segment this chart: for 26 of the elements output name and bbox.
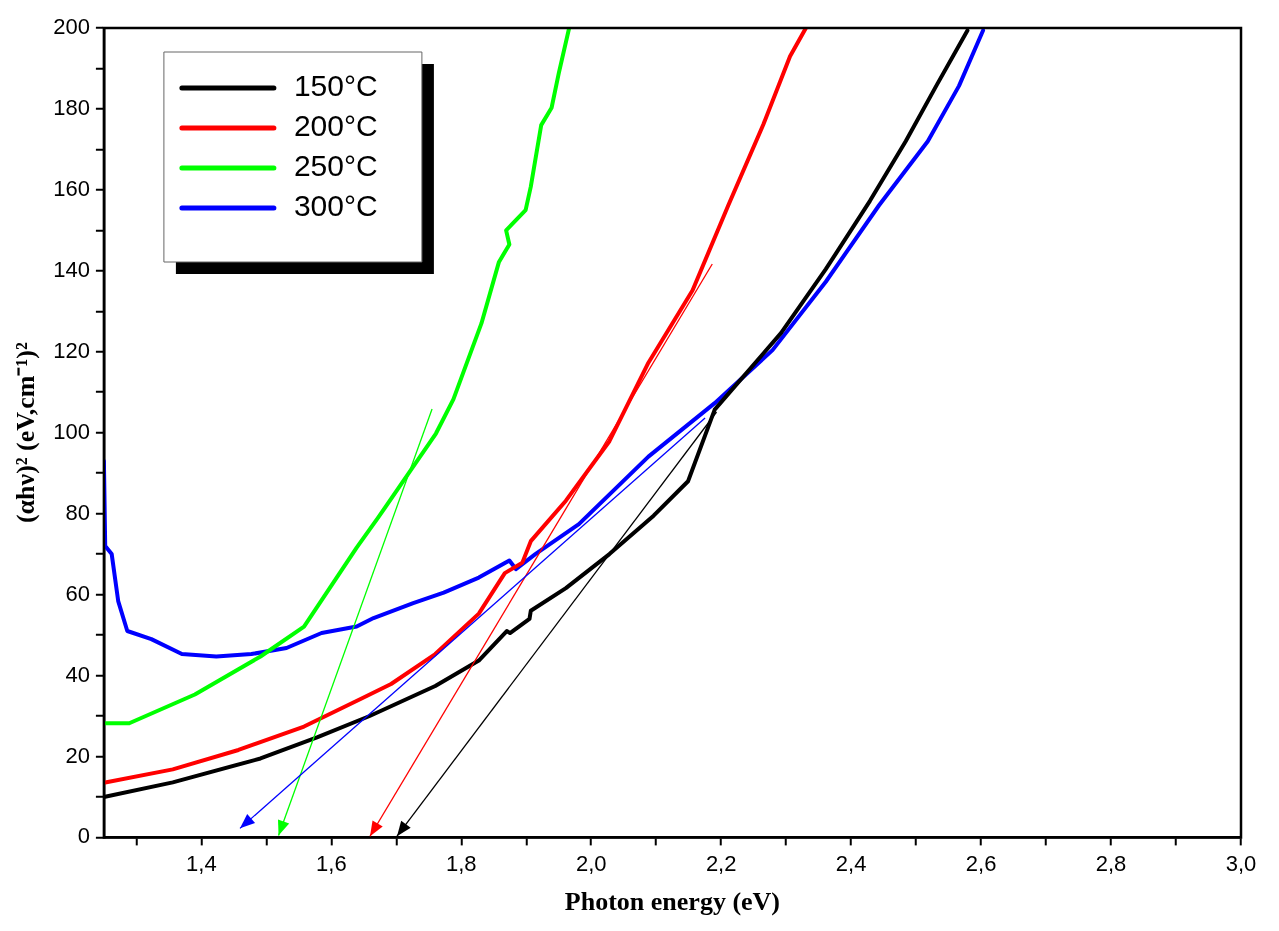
y-tick-label: 60 (65, 580, 90, 606)
x-tick-label: 2,6 (965, 850, 997, 876)
y-tick-label: 180 (53, 95, 90, 120)
y-tick-label: 160 (53, 175, 90, 201)
y-tick-label: 20 (65, 742, 90, 768)
legend-label: 200°C (293, 109, 378, 143)
legend-label: 250°C (293, 149, 378, 183)
y-tick-label: 100 (53, 418, 90, 444)
y-tick-label: 0 (77, 823, 90, 849)
y-axis-title: (αhν)² (eV,cm⁻¹)² (11, 342, 41, 524)
y-tick-label: 120 (53, 337, 90, 363)
x-tick-label: 3,0 (1225, 850, 1257, 876)
legend-label: 150°C (293, 69, 378, 103)
legend-label: 300°C (293, 189, 378, 223)
y-tick-label: 40 (65, 661, 90, 687)
x-tick-label: 1,8 (445, 850, 477, 876)
x-tick-label: 2,4 (835, 850, 867, 876)
y-tick-label: 200 (53, 14, 90, 40)
x-tick-label: 1,6 (316, 850, 347, 876)
x-tick-label: 2,2 (705, 850, 737, 876)
x-tick-label: 2,0 (575, 850, 607, 876)
y-tick-label: 140 (53, 256, 90, 282)
x-tick-label: 2,8 (1095, 850, 1127, 876)
x-axis-title: Photon energy (eV) (564, 887, 781, 917)
x-tick-label: 1,4 (186, 850, 217, 876)
y-tick-label: 80 (65, 499, 90, 525)
